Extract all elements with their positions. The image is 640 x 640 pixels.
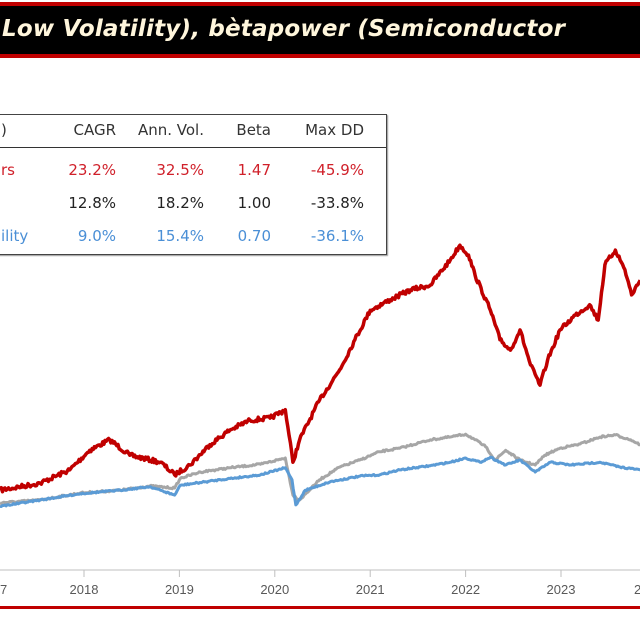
- x-tick-label: 2023: [547, 582, 576, 597]
- stats-cell-cagr: 23.2%: [68, 161, 116, 179]
- header-cagr: CAGR: [73, 121, 116, 139]
- x-tick-label: 2022: [451, 582, 480, 597]
- x-tick-label: 2018: [70, 582, 99, 597]
- stats-cell-beta: 1.47: [237, 161, 271, 179]
- chart-title: Low Volatility), bètapower (Semiconducto…: [2, 16, 566, 42]
- stats-cell-maxdd: -33.8%: [310, 194, 364, 212]
- stats-cell-vol: 18.2%: [156, 194, 204, 212]
- stats-cell-label: ility: [1, 227, 29, 245]
- series-low-volatility-line: [0, 455, 640, 508]
- header-vol: Ann. Vol.: [137, 121, 204, 139]
- x-tick-label: 7: [0, 582, 7, 597]
- stats-table: ) CAGR Ann. Vol. Beta Max DD rs 23.2% 32.5…: [0, 114, 387, 255]
- series-semiconductors-line: [0, 243, 640, 494]
- header-label: ): [1, 121, 7, 139]
- stats-cell-vol: 32.5%: [156, 161, 204, 179]
- stats-cell-beta: 0.70: [237, 227, 271, 245]
- stats-cell-maxdd: -45.9%: [310, 161, 364, 179]
- stats-cell-cagr: 12.8%: [68, 194, 116, 212]
- stats-cell-maxdd: -36.1%: [310, 227, 364, 245]
- stats-cell-beta: 1.00: [237, 194, 271, 212]
- x-tick-label: 2020: [260, 582, 289, 597]
- title-bar: Low Volatility), bètapower (Semiconducto…: [0, 2, 640, 58]
- stats-cell-vol: 15.4%: [156, 227, 204, 245]
- x-tick-label: 2019: [165, 582, 194, 597]
- x-tick-label: 2021: [356, 582, 385, 597]
- stats-header-row: ) CAGR Ann. Vol. Beta Max DD: [0, 115, 386, 148]
- stats-cell-cagr: 9.0%: [77, 227, 116, 245]
- stats-cell-label: rs: [1, 161, 15, 179]
- bottom-border: [0, 606, 640, 609]
- header-beta: Beta: [236, 121, 271, 139]
- header-maxdd: Max DD: [305, 121, 364, 139]
- x-tick-label: 2: [634, 582, 640, 597]
